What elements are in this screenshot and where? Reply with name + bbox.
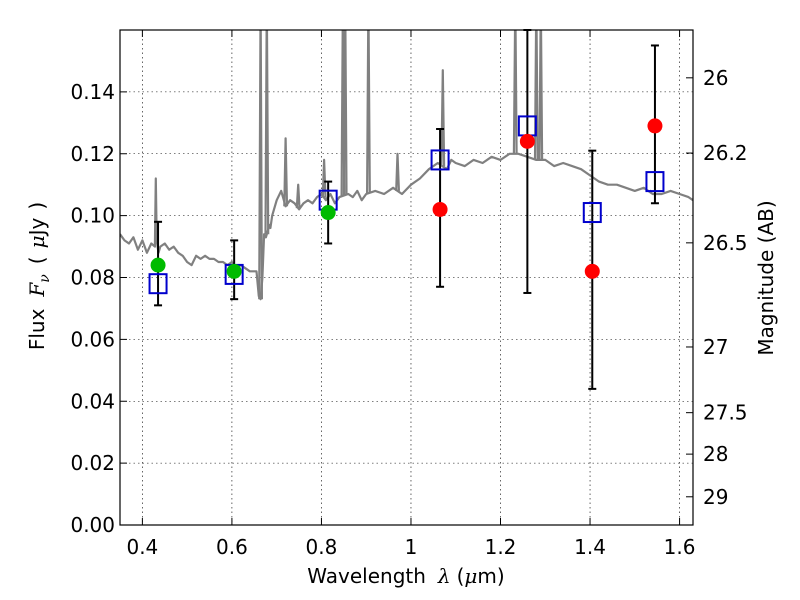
y-tick-label: 0.08	[70, 266, 115, 290]
y2-axis-label: Magnitude (AB)	[754, 200, 778, 355]
y-tick-label: 0.14	[70, 80, 115, 104]
model-spectrum	[120, 30, 693, 301]
y-tick-label: 0.10	[70, 204, 115, 228]
square-marker	[148, 273, 168, 295]
circle-marker	[584, 263, 600, 279]
circle-marker	[150, 257, 166, 273]
data-markers	[148, 115, 665, 295]
emission-line	[366, 30, 371, 194]
emission-line	[295, 183, 301, 209]
circle-marker	[519, 133, 535, 149]
y-tick-label: 0.02	[70, 451, 115, 475]
circle-marker	[226, 263, 242, 279]
emission-line	[264, 30, 270, 235]
x-tick-label: 0.4	[126, 535, 158, 559]
y2-tick-label: 28	[703, 442, 728, 466]
emission-line	[440, 69, 446, 167]
y2-tick-label: 26.5	[703, 231, 748, 255]
emission-line	[258, 30, 263, 300]
square-marker	[430, 149, 450, 171]
x-axis-label: Wavelength λ (μm)	[307, 564, 504, 588]
x-tick-label: 1.4	[574, 535, 606, 559]
x-tick-label: 0.8	[306, 535, 338, 559]
axis-ticks: 0.4 0.6 0.8 1 1.2 1.4 1.6 0.00 0.02 0.04 0.06 0.08 0…	[70, 30, 748, 559]
y-tick-label: 0.12	[70, 142, 115, 166]
x-tick-label: 1.2	[485, 535, 517, 559]
emission-line	[538, 30, 544, 160]
y-tick-label: 0.04	[70, 389, 115, 413]
x-tick-label: 1	[405, 535, 418, 559]
x-tick-label: 0.6	[216, 535, 248, 559]
y-tick-label: 0.06	[70, 327, 115, 351]
y-axis-label: FluxFν(μJy)	[25, 202, 53, 350]
x-tick-label: 1.6	[664, 535, 696, 559]
emission-line	[533, 30, 539, 160]
square-marker	[645, 171, 665, 193]
y2-tick-label: 27	[703, 335, 728, 359]
circle-marker	[432, 201, 448, 217]
y2-tick-label: 26.2	[703, 141, 748, 165]
y-tick-label: 0.00	[70, 513, 115, 537]
circle-marker	[320, 205, 336, 221]
emission-line	[283, 137, 289, 207]
emission-line	[321, 158, 327, 198]
circle-marker	[647, 118, 663, 134]
grid-lines	[120, 30, 693, 526]
square-marker	[582, 202, 602, 224]
y2-tick-label: 26	[703, 66, 728, 90]
emission-line	[512, 30, 518, 154]
emission-line	[395, 152, 400, 191]
spectrum-continuum	[120, 152, 693, 301]
emission-line	[342, 30, 348, 196]
y2-tick-label: 29	[703, 485, 728, 509]
y2-tick-label: 27.5	[703, 401, 748, 425]
